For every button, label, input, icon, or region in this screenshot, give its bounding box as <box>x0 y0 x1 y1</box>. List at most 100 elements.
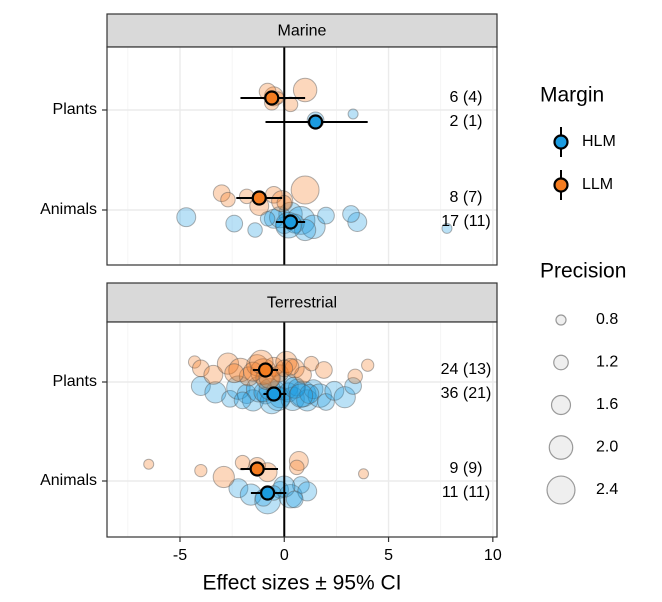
effect-point <box>282 96 299 113</box>
legend-label: LLM <box>582 176 613 193</box>
effect-point <box>221 389 239 408</box>
effect-point <box>333 386 356 409</box>
effect-point <box>317 206 335 225</box>
size-key <box>553 354 569 371</box>
effect-point <box>203 364 224 385</box>
effect-point <box>236 384 257 404</box>
effect-point <box>324 380 345 401</box>
effect-point <box>234 454 251 471</box>
panel-border <box>106 321 498 538</box>
size-key <box>546 475 576 505</box>
effect-point <box>228 357 253 383</box>
effect-point <box>241 389 265 412</box>
effect-point <box>441 222 453 234</box>
effect-point <box>344 377 362 395</box>
size-label: 1.2 <box>596 354 618 371</box>
panel <box>107 47 497 265</box>
size-label: 1.6 <box>596 396 618 413</box>
effect-point <box>216 352 240 375</box>
effect-point <box>280 386 305 412</box>
count-label: 36 (21) <box>441 385 492 402</box>
effect-point <box>288 451 309 471</box>
size-key <box>555 314 567 326</box>
effect-point <box>287 378 306 397</box>
panel <box>107 322 497 537</box>
effect-point <box>307 383 332 408</box>
effect-point <box>361 358 375 372</box>
effect-point <box>292 77 318 103</box>
panel-border <box>106 46 498 266</box>
effect-point <box>190 376 211 396</box>
effect-point <box>289 380 317 408</box>
legend-title: Margin <box>540 84 604 107</box>
size-key <box>548 435 574 460</box>
count-label: 8 (7) <box>450 189 483 206</box>
size-label: 0.8 <box>596 311 618 328</box>
x-tick-label: 0 <box>280 547 289 564</box>
facet-title: Marine <box>278 23 327 40</box>
effect-point <box>294 218 317 242</box>
effect-point <box>289 459 305 476</box>
x-tick-label: 10 <box>484 547 502 564</box>
effect-point <box>347 368 363 385</box>
effect-point <box>347 212 368 232</box>
effect-point <box>358 468 370 480</box>
estimate <box>264 90 280 106</box>
effect-point <box>281 357 300 376</box>
effect-point <box>226 375 251 400</box>
y-tick-label: Plants <box>53 373 97 390</box>
legend-key <box>553 177 569 193</box>
effect-point <box>317 393 335 411</box>
y-tick-label: Animals <box>40 472 97 489</box>
strip <box>106 13 498 48</box>
effect-point <box>187 355 202 369</box>
effect-point <box>228 478 249 499</box>
count-label: 17 (11) <box>441 213 491 230</box>
effect-point <box>220 191 236 208</box>
estimate <box>282 214 299 230</box>
size-label: 2.4 <box>596 481 618 498</box>
effect-point <box>233 391 252 410</box>
effect-point <box>297 481 318 502</box>
effect-point <box>288 383 314 408</box>
facet-title: Terrestrial <box>267 295 337 312</box>
effect-point <box>225 214 244 233</box>
effect-point <box>299 384 320 404</box>
estimate <box>249 461 265 477</box>
effect-point <box>285 490 304 509</box>
strip <box>106 282 498 323</box>
x-tick-label: -5 <box>173 547 187 564</box>
effect-point <box>315 361 333 379</box>
effect-point <box>204 381 227 404</box>
effect-point <box>296 389 319 412</box>
legend-title: Precision <box>540 260 626 283</box>
effect-point <box>238 366 259 387</box>
legend-label: HLM <box>582 133 616 150</box>
size-key <box>550 394 572 416</box>
effect-point <box>303 355 320 372</box>
size-label: 2.0 <box>596 439 618 456</box>
estimate <box>257 362 274 378</box>
effect-point <box>301 214 326 240</box>
effect-point <box>290 175 320 205</box>
effect-point <box>212 184 231 203</box>
estimate <box>307 114 324 130</box>
count-label: 6 (4) <box>450 89 483 106</box>
effect-point <box>259 211 276 227</box>
count-label: 24 (13) <box>441 361 492 378</box>
effect-point <box>247 222 263 238</box>
effect-point <box>212 465 235 489</box>
count-label: 2 (1) <box>450 113 483 130</box>
count-label: 11 (11) <box>442 484 490 501</box>
y-tick-label: Animals <box>40 201 97 218</box>
effect-point <box>238 188 255 205</box>
estimate <box>251 190 267 206</box>
estimate <box>259 485 276 501</box>
effect-point <box>292 476 310 494</box>
y-tick-label: Plants <box>53 101 97 118</box>
count-label: 9 (9) <box>450 460 483 477</box>
effect-point <box>347 108 359 120</box>
effect-point <box>194 463 208 478</box>
legend-key <box>553 134 569 150</box>
x-tick-label: 5 <box>384 547 393 564</box>
